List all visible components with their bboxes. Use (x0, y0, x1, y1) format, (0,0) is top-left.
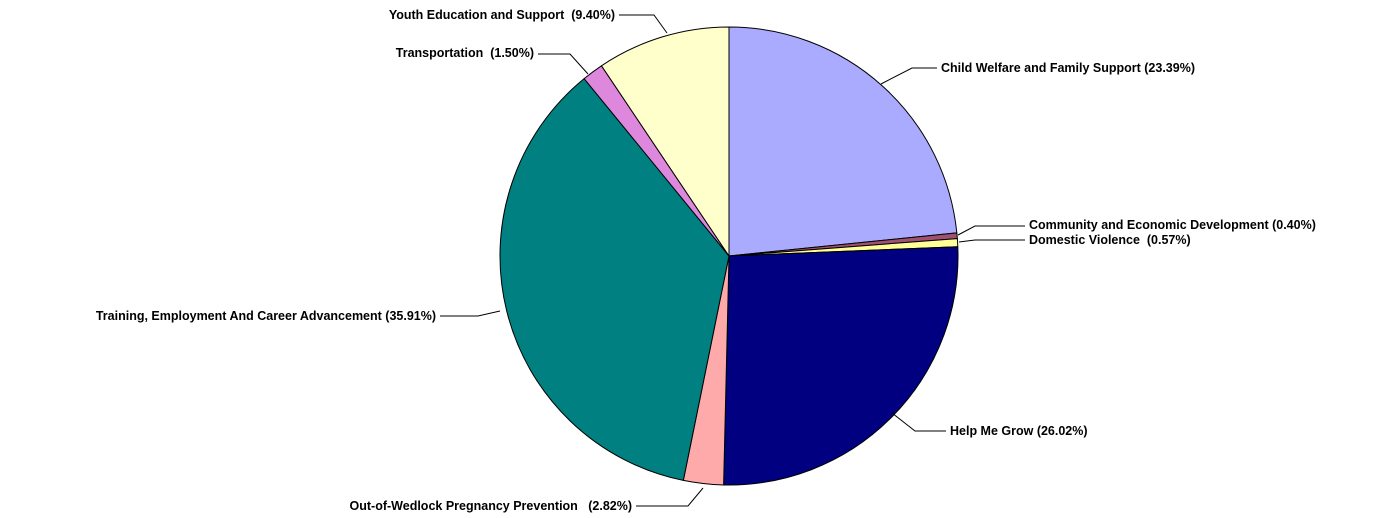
leader-line (958, 239, 1025, 243)
leader-line (636, 487, 704, 507)
pie-slices (499, 26, 959, 486)
slice-label: Help Me Grow (26.02%) (950, 424, 1088, 438)
slice-label: Training, Employment And Career Advancem… (96, 309, 436, 323)
slice-label: Transportation (1.50%) (396, 46, 534, 60)
leader-line (440, 310, 501, 317)
leader-line (891, 412, 946, 432)
pie-slice-child-welfare-and-family-support (728, 26, 958, 257)
pie-slice-youth-education-and-support (600, 26, 730, 257)
slice-label: Out-of-Wedlock Pregnancy Prevention (2.8… (350, 499, 632, 513)
slice-labels: Child Welfare and Family Support (23.39%… (96, 8, 1316, 513)
slice-label: Youth Education and Support (9.40%) (389, 8, 615, 22)
slice-label: Domestic Violence (0.57%) (1029, 233, 1191, 247)
leader-line (538, 53, 589, 75)
slice-label: Child Welfare and Family Support (23.39%… (941, 61, 1195, 75)
leader-line (957, 225, 1025, 236)
leader-lines (440, 14, 1025, 507)
leader-line (619, 14, 668, 34)
pie-slice-help-me-grow (723, 246, 959, 486)
pie-slice-training-employment-and-career-advancement (499, 78, 730, 481)
leader-line (880, 67, 937, 85)
slice-label: Community and Economic Development (0.40… (1029, 218, 1316, 232)
